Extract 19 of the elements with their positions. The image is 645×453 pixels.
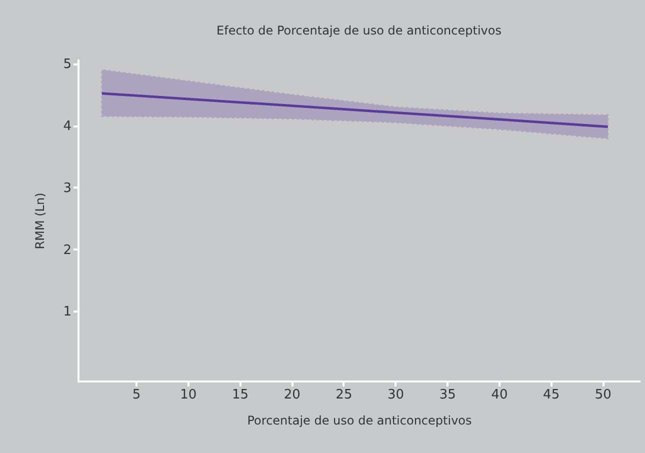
x-tick-label: 20 [284, 388, 300, 402]
y-tick-label: 5 [63, 57, 72, 72]
y-tick-label: 4 [63, 119, 72, 134]
x-axis-title: Porcentaje de uso de anticonceptivos [247, 414, 472, 428]
y-tick-label: 2 [63, 242, 72, 258]
x-tick-label: 30 [388, 388, 404, 402]
y-tick-label: 1 [63, 304, 72, 320]
x-tick-label: 25 [336, 388, 352, 402]
x-tick-label: 50 [594, 388, 612, 402]
x-tick-label: 40 [491, 388, 508, 402]
x-tick-label: 15 [232, 388, 249, 402]
y-tick-label: 3 [63, 180, 72, 196]
x-tick-label: 10 [180, 388, 197, 402]
x-tick-label: 35 [439, 388, 456, 402]
line-series [100, 92, 610, 128]
x-tick-label: 5 [132, 388, 141, 402]
chart-title: Efecto de Porcentaje de uso de anticonceptivos [216, 24, 502, 38]
y-axis-title: RMM (Ln) [33, 192, 48, 250]
x-tick-label: 45 [543, 388, 560, 402]
